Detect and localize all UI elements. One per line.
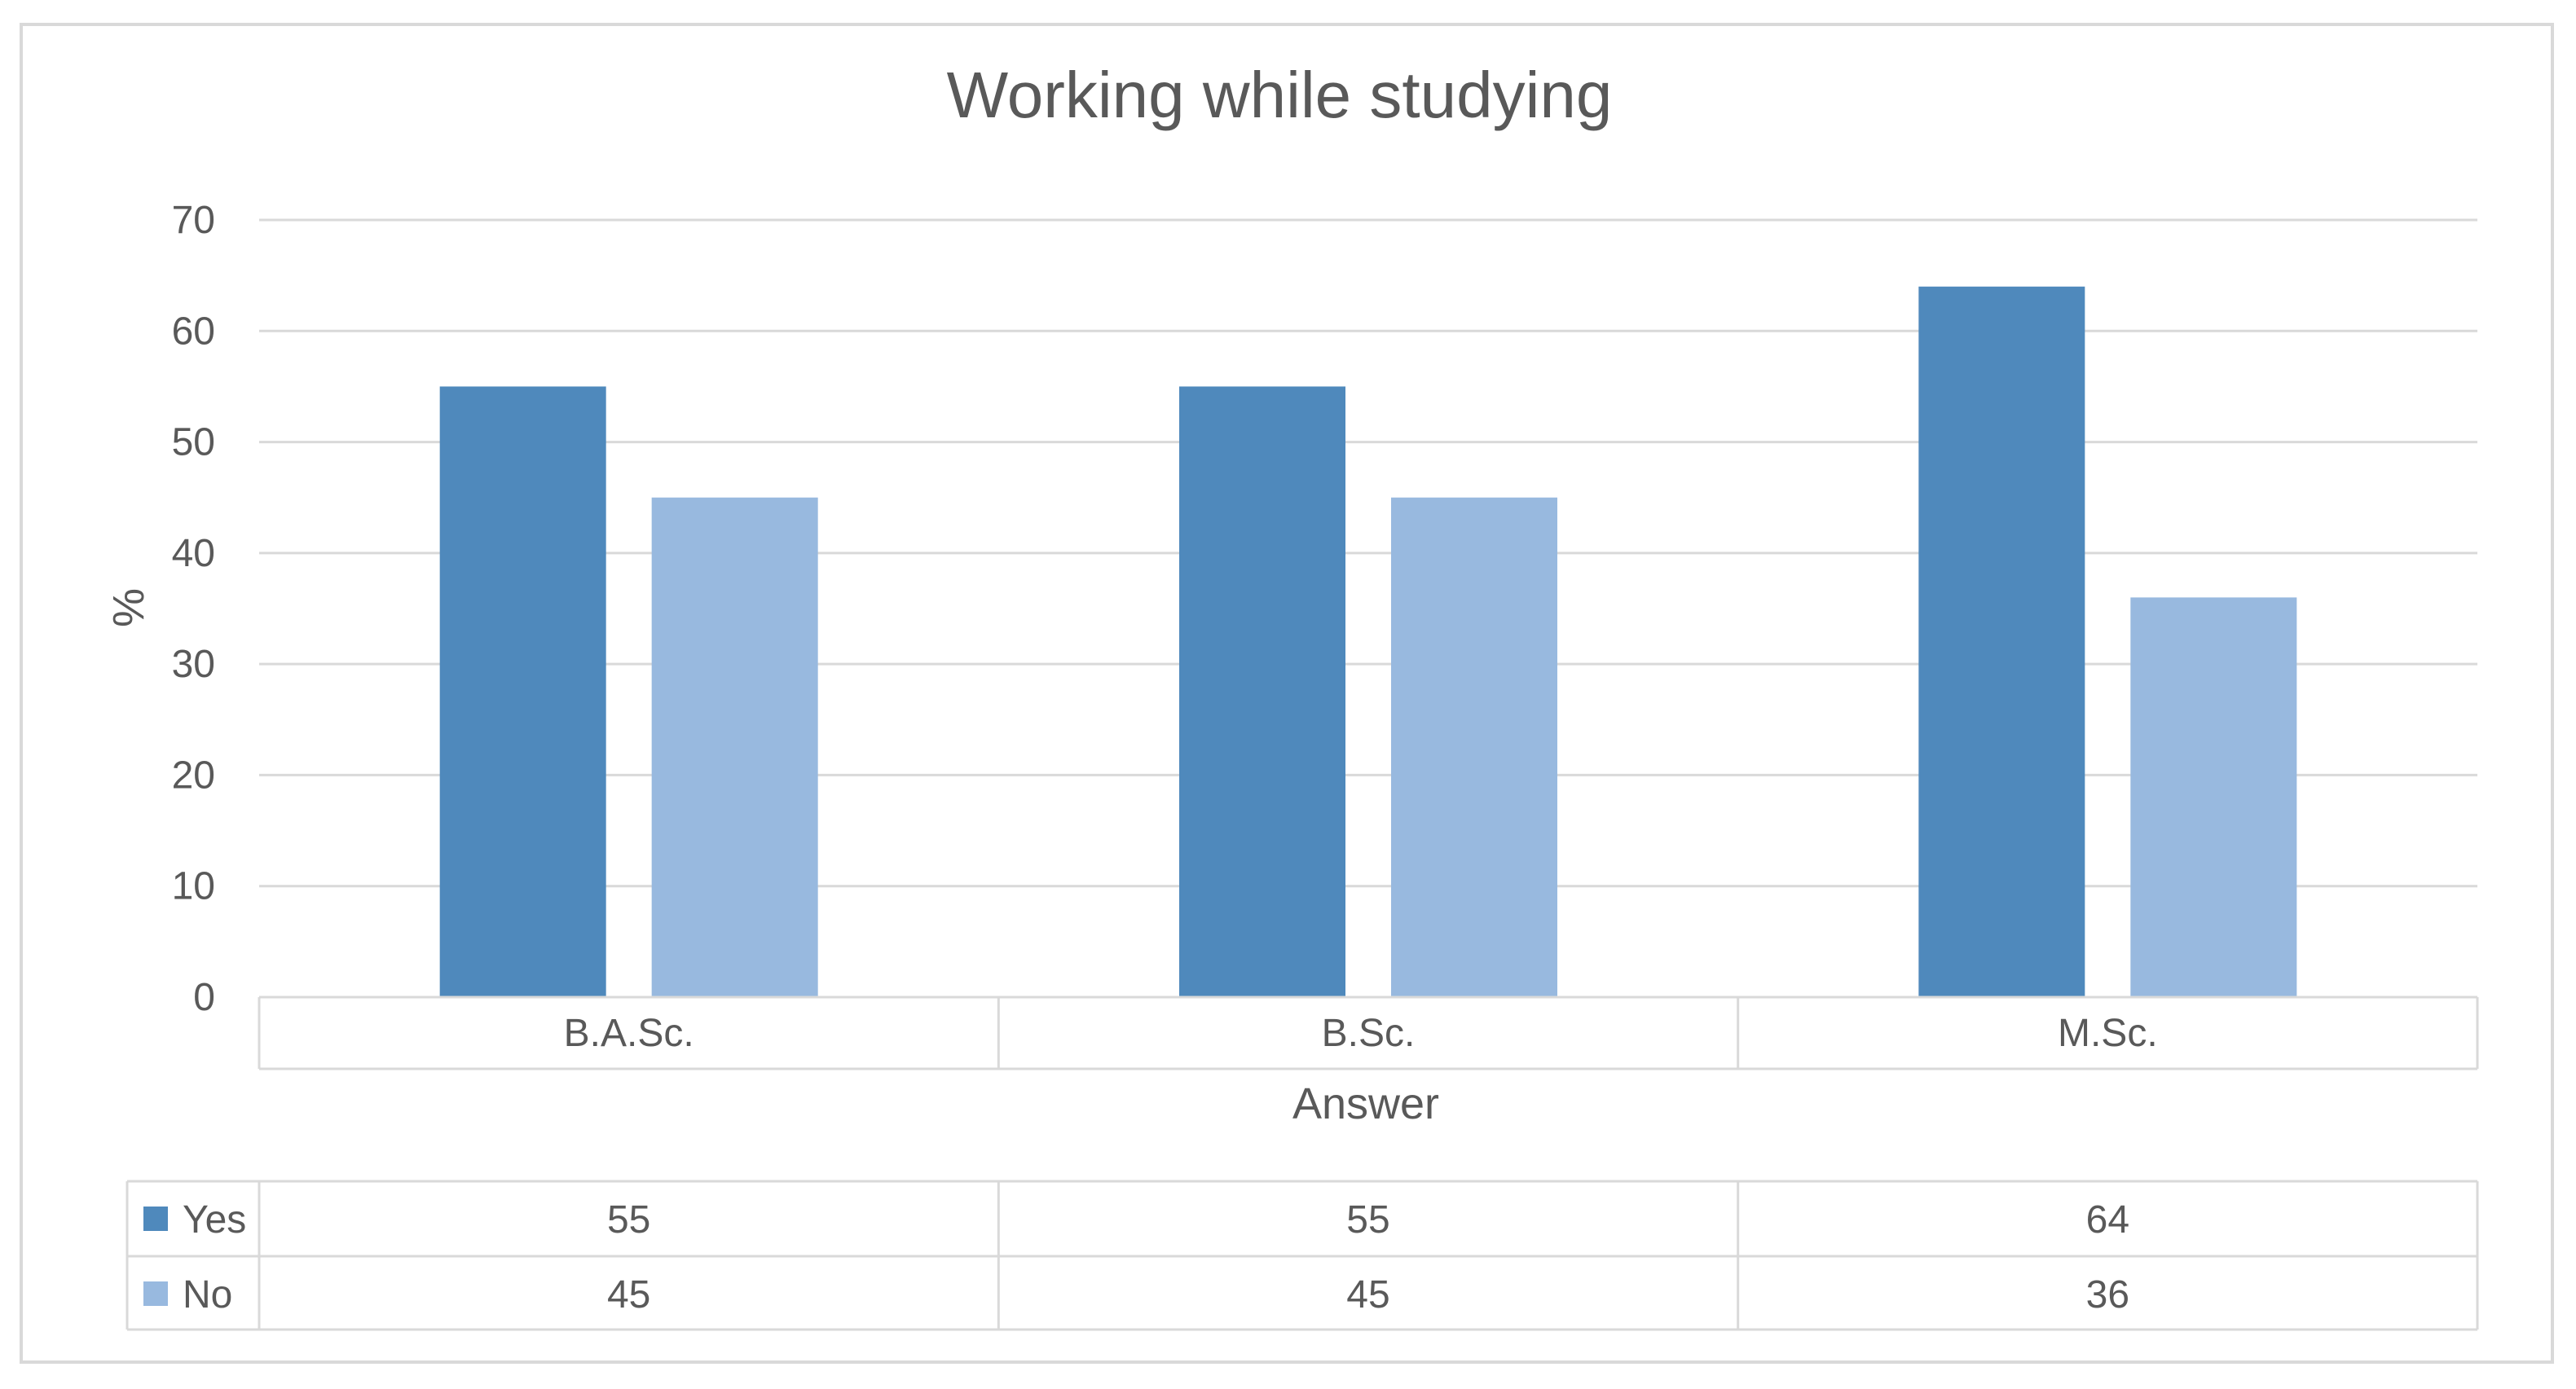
x-axis-title: Answer (1292, 1079, 1439, 1128)
bar-no-1 (1391, 497, 1557, 997)
bar-yes-2 (1918, 286, 2085, 997)
y-tick-label: 10 (172, 865, 215, 908)
data-table: B.A.Sc. B.Sc. M.Sc. Yes 55 55 64 No 45 45 36 (125, 996, 2479, 1331)
chart-title: Working while studying (947, 59, 1613, 131)
y-axis-title: % (104, 588, 153, 627)
bar-no-2 (2130, 597, 2297, 997)
data-table-value: 45 (607, 1273, 650, 1316)
data-table-value: 55 (1346, 1198, 1389, 1242)
y-tick-label: 60 (172, 310, 215, 353)
y-tick-label: 50 (172, 421, 215, 464)
y-tick-label: 40 (172, 532, 215, 575)
bar-no-0 (651, 497, 818, 997)
legend-key-yes (143, 1207, 168, 1231)
y-tick-label: 30 (172, 643, 215, 686)
data-table-value: 55 (607, 1198, 650, 1242)
gridlines (259, 218, 2477, 999)
data-table-value: 45 (1346, 1273, 1389, 1316)
bar-chart: Working while studying 0 10 20 30 40 50 60 70 B… (104, 59, 2479, 1331)
y-tick-label: 0 (193, 976, 215, 1019)
data-table-value: 64 (2086, 1198, 2129, 1242)
chart-frame: Working while studying 0 10 20 30 40 50 60 70 B… (20, 23, 2554, 1364)
bars (439, 286, 2297, 997)
y-tick-label: 20 (172, 754, 215, 797)
y-axis-ticks: 0 10 20 30 40 50 60 70 (172, 199, 215, 1019)
data-table-value: 36 (2086, 1273, 2129, 1316)
legend-label: No (183, 1273, 232, 1316)
legend-key-no (143, 1281, 168, 1306)
legend-label: Yes (183, 1198, 246, 1242)
x-tick-label: B.A.Sc. (564, 1012, 694, 1055)
bar-yes-0 (439, 386, 606, 997)
x-tick-label: B.Sc. (1322, 1012, 1416, 1055)
x-tick-label: M.Sc. (2058, 1012, 2158, 1055)
bar-yes-1 (1179, 386, 1345, 997)
y-tick-label: 70 (172, 199, 215, 242)
